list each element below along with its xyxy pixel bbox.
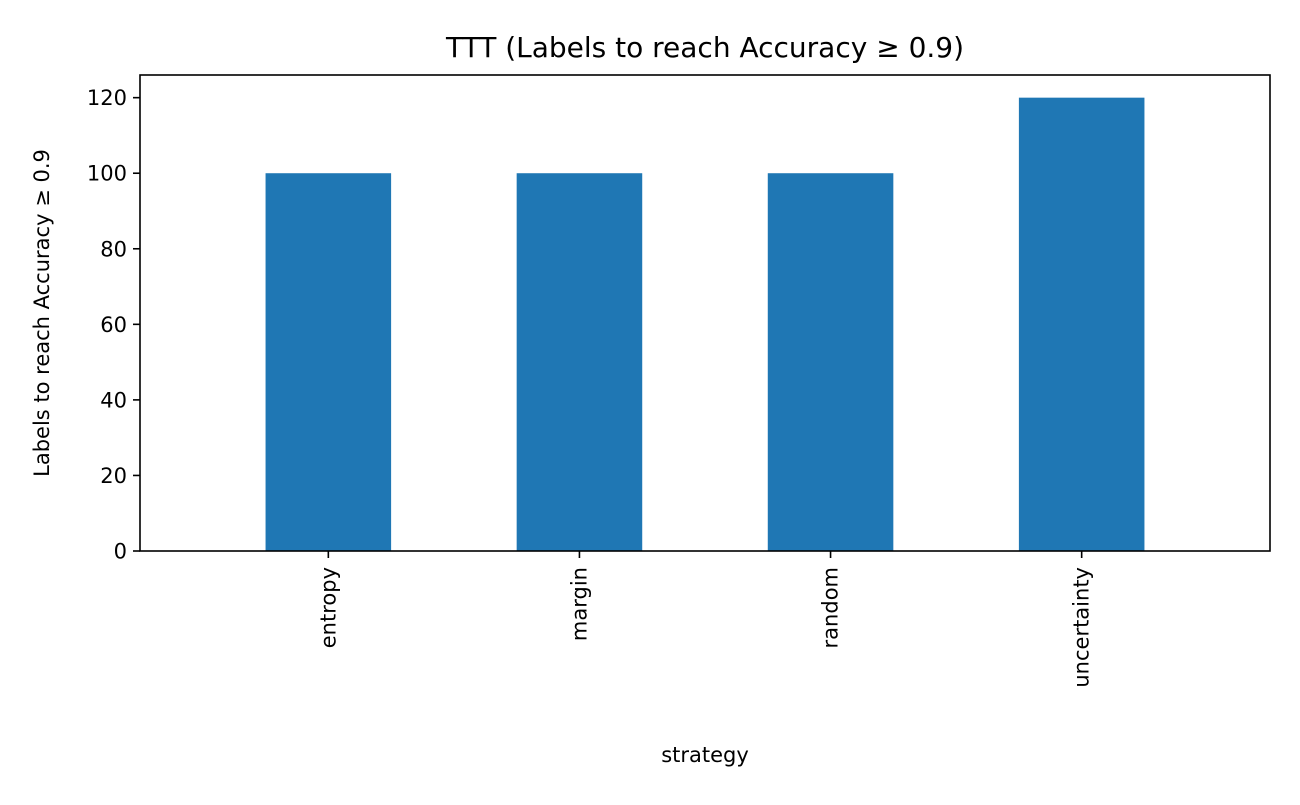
x-axis: entropy margin random uncertainty — [316, 551, 1094, 688]
chart-title: TTT (Labels to reach Accuracy ≥ 0.9) — [445, 31, 964, 64]
bar-entropy — [265, 173, 392, 551]
plot-frame — [139, 74, 1271, 552]
x-tick-label: uncertainty — [1070, 567, 1094, 688]
x-tick-label: random — [819, 567, 843, 648]
y-tick-label: 40 — [100, 388, 127, 412]
x-tick-label: margin — [567, 567, 591, 641]
y-axis-label: Labels to reach Accuracy ≥ 0.9 — [30, 149, 54, 477]
y-axis: 0 20 40 60 80 100 120 — [87, 86, 140, 564]
y-tick-label: 20 — [100, 464, 127, 488]
y-tick-label: 120 — [87, 86, 127, 110]
bar-margin — [516, 173, 643, 551]
x-tick-label: entropy — [316, 567, 340, 648]
y-tick-label: 0 — [114, 540, 127, 564]
bars-layer — [265, 97, 1145, 552]
y-tick-label: 100 — [87, 162, 127, 186]
y-tick-label: 60 — [100, 313, 127, 337]
y-tick-label: 80 — [100, 237, 127, 261]
bar-random — [767, 173, 894, 551]
bar-uncertainty — [1018, 97, 1145, 552]
x-axis-label: strategy — [661, 743, 749, 767]
